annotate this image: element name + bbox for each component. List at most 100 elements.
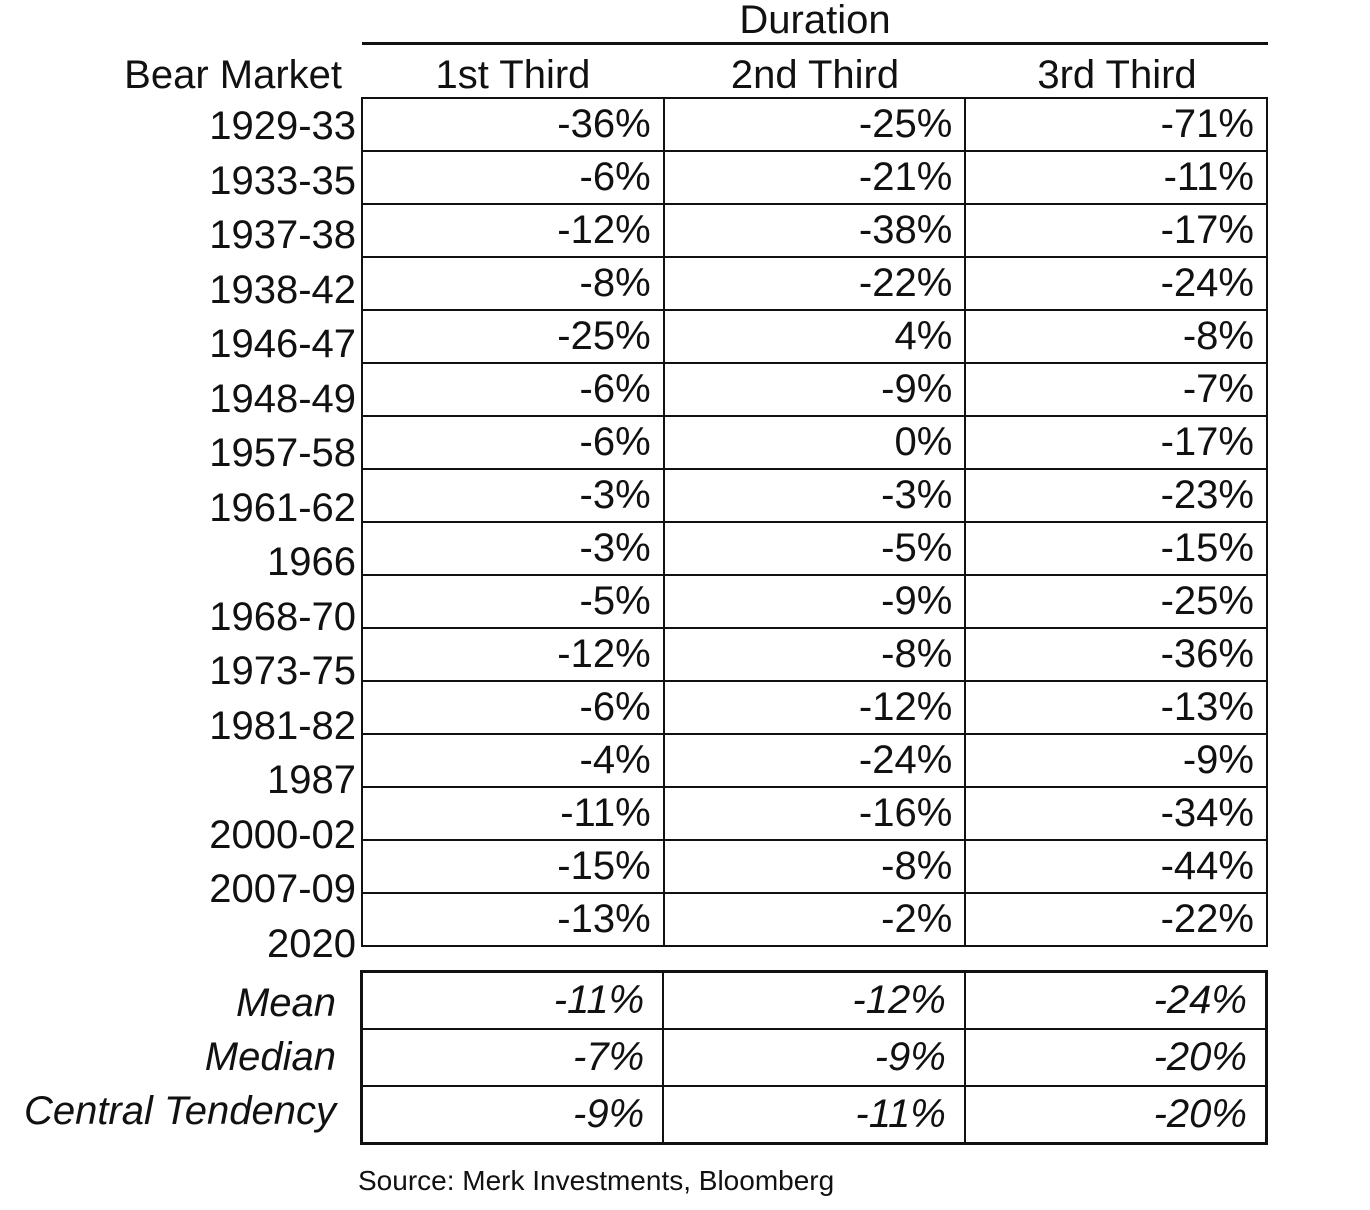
table-cell: -8% xyxy=(662,627,967,682)
table-row: -13% -2% -22% xyxy=(361,892,1268,947)
table-cell: -6% xyxy=(361,680,665,735)
table-cell: -9% xyxy=(662,574,967,629)
table-cell: -38% xyxy=(662,203,967,258)
table-cell: -6% xyxy=(361,362,665,417)
row-label: 1933-35 xyxy=(209,158,356,203)
table-cell: -25% xyxy=(361,309,665,364)
table-cell: -4% xyxy=(361,733,665,788)
table-row: -12% -38% -17% xyxy=(361,203,1268,258)
table-cell: -9% xyxy=(662,362,967,417)
table-cell: -8% xyxy=(964,309,1268,364)
column-header-3rd-third: 3rd Third xyxy=(1037,53,1197,97)
summary-cell: -12% xyxy=(662,970,966,1030)
table-cell: -6% xyxy=(361,150,665,205)
row-label: 1946-47 xyxy=(209,322,356,366)
table-cell: -3% xyxy=(361,468,665,523)
table-row: -11% -16% -34% xyxy=(361,786,1268,841)
table-cell: -8% xyxy=(662,839,967,894)
table-cell: -2% xyxy=(662,892,967,947)
table-cell: -7% xyxy=(964,362,1268,417)
table-cell: -15% xyxy=(361,839,665,894)
summary-label: Mean xyxy=(235,981,336,1025)
column-header-2nd-third: 2nd Third xyxy=(730,53,900,97)
table-cell: -22% xyxy=(964,892,1268,947)
table-cell: -17% xyxy=(964,203,1268,258)
table-cell: -5% xyxy=(361,574,665,629)
row-label: 2000-02 xyxy=(209,812,356,857)
summary-label: Median xyxy=(204,1035,336,1079)
summary-labels: Mean Median Central Tendency xyxy=(0,976,336,1138)
table-cell: -36% xyxy=(361,97,665,152)
table-cell: -9% xyxy=(964,733,1268,788)
row-label: 1937-38 xyxy=(209,213,356,257)
row-label: 1948-49 xyxy=(209,376,356,421)
row-label: 1966 xyxy=(267,540,356,584)
table-row: -15% -8% -44% xyxy=(361,839,1268,894)
table-cell: -6% xyxy=(361,415,665,470)
table-cell: -24% xyxy=(662,733,967,788)
table-cell: -13% xyxy=(361,892,665,947)
row-label: 1973-75 xyxy=(209,649,356,693)
table-cell: -16% xyxy=(662,786,967,841)
row-label: 1961-62 xyxy=(209,485,356,530)
table-cell: -12% xyxy=(361,203,665,258)
row-label: 1957-58 xyxy=(209,431,356,475)
summary-cell: -20% xyxy=(963,1028,1268,1087)
table-cell: -44% xyxy=(964,839,1268,894)
summary-cell: -11% xyxy=(662,1085,966,1145)
table-cell: -25% xyxy=(964,574,1268,629)
table-row: -36% -25% -71% xyxy=(361,97,1268,152)
row-label: 1981-82 xyxy=(209,703,356,748)
summary-cell: -24% xyxy=(963,970,1268,1030)
table-row: -6% 0% -17% xyxy=(361,415,1268,470)
summary-cell: -7% xyxy=(360,1028,665,1087)
source-note: Source: Merk Investments, Bloomberg xyxy=(358,1165,835,1196)
table-cell: -21% xyxy=(662,150,967,205)
summary-row: -7% -9% -20% xyxy=(360,1028,1268,1087)
table-cell: -13% xyxy=(964,680,1268,735)
summary-cell: -9% xyxy=(662,1028,966,1087)
table-cell: -34% xyxy=(964,786,1268,841)
column-header-1st-third: 1st Third xyxy=(435,53,591,97)
table-cell: -8% xyxy=(361,256,665,311)
bear-market-header: Bear Market xyxy=(124,53,342,97)
bear-market-labels: 1929-33 1933-35 1937-38 1938-42 1946-47 1948-… xyxy=(0,98,356,970)
summary-cell: -9% xyxy=(360,1085,665,1145)
row-label: 1968-70 xyxy=(209,594,356,639)
table-cell: -17% xyxy=(964,415,1268,470)
row-label: 1987 xyxy=(267,758,356,802)
summary-cell: -20% xyxy=(963,1085,1268,1145)
table-row: -6% -9% -7% xyxy=(361,362,1268,417)
table-cell: 0% xyxy=(662,415,967,470)
table-cell: -3% xyxy=(361,521,665,576)
table-row: -4% -24% -9% xyxy=(361,733,1268,788)
summary-row: -9% -11% -20% xyxy=(360,1085,1268,1145)
row-label: 1938-42 xyxy=(209,267,356,312)
table-cell: -24% xyxy=(964,256,1268,311)
table-cell: -71% xyxy=(964,97,1268,152)
table-row: -3% -5% -15% xyxy=(361,521,1268,576)
table-cell: 4% xyxy=(662,309,967,364)
table-cell: -12% xyxy=(361,627,665,682)
duration-underline xyxy=(362,42,1268,45)
row-label: 1929-33 xyxy=(209,104,356,148)
bear-market-table: -36% -25% -71% -6% -21% -11% -12% -38% -17% -8% -2… xyxy=(361,97,1268,947)
table-cell: -11% xyxy=(964,150,1268,205)
table-row: -25% 4% -8% xyxy=(361,309,1268,364)
table-cell: -11% xyxy=(361,786,665,841)
table-row: -5% -9% -25% xyxy=(361,574,1268,629)
table-cell: -3% xyxy=(662,468,967,523)
table-cell: -25% xyxy=(662,97,967,152)
table-row: -8% -22% -24% xyxy=(361,256,1268,311)
table-row: -12% -8% -36% xyxy=(361,627,1268,682)
table-cell: -36% xyxy=(964,627,1268,682)
row-label: 2020 xyxy=(267,921,356,966)
table-cell: -22% xyxy=(662,256,967,311)
table-row: -3% -3% -23% xyxy=(361,468,1268,523)
table-row: -6% -12% -13% xyxy=(361,680,1268,735)
summary-row: -11% -12% -24% xyxy=(360,970,1268,1030)
summary-table: -11% -12% -24% -7% -9% -20% -9% -11% -20% xyxy=(360,970,1268,1145)
table-cell: -12% xyxy=(662,680,967,735)
summary-cell: -11% xyxy=(360,970,665,1030)
table-row: -6% -21% -11% xyxy=(361,150,1268,205)
